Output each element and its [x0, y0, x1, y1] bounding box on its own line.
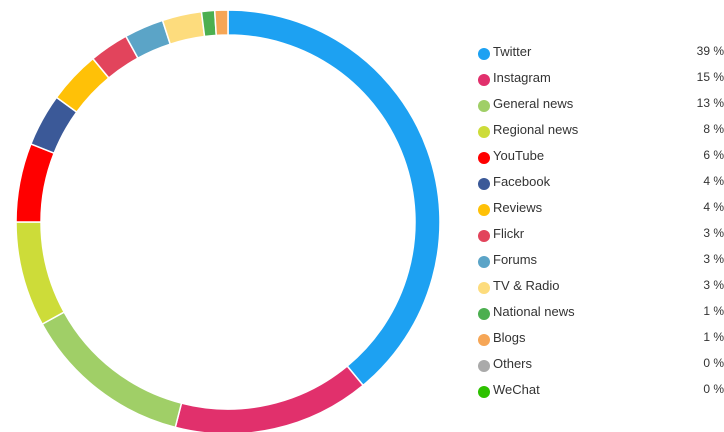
legend-value-forums: 3 % [703, 252, 724, 266]
legend-item-others[interactable]: Others 0 % [478, 355, 724, 381]
legend-item-general-news[interactable]: General news 13 % [478, 95, 724, 121]
donut-slice-regional-news[interactable] [15, 221, 66, 326]
legend-marker-national-news [478, 308, 490, 320]
legend-value-blogs: 1 % [703, 330, 724, 344]
legend-value-general-news: 13 % [696, 96, 724, 110]
legend-item-facebook[interactable]: Facebook 4 % [478, 173, 724, 199]
legend-item-forums[interactable]: Forums 3 % [478, 251, 724, 277]
legend-label-reviews: Reviews [493, 200, 543, 215]
donut-slice-blogs[interactable] [213, 9, 229, 37]
legend-value-facebook: 4 % [703, 174, 724, 188]
legend-label-general-news: General news [493, 96, 574, 111]
legend-label-others: Others [493, 356, 533, 371]
donut-slice-general-news[interactable] [41, 311, 183, 429]
legend-item-instagram[interactable]: Instagram 15 % [478, 69, 724, 95]
legend-marker-blogs [478, 334, 490, 346]
legend-marker-reviews [478, 204, 490, 216]
legend-marker-tv-and-radio [478, 282, 490, 294]
legend-item-regional-news[interactable]: Regional news 8 % [478, 121, 724, 147]
legend-item-blogs[interactable]: Blogs 1 % [478, 329, 724, 355]
legend-value-twitter: 39 % [696, 44, 724, 58]
legend-label-wechat: WeChat [493, 382, 540, 397]
donut-slice-youtube[interactable] [15, 142, 56, 223]
legend-marker-flickr [478, 230, 490, 242]
legend-value-reviews: 4 % [703, 200, 724, 214]
legend-value-wechat: 0 % [703, 382, 724, 396]
legend-item-flickr[interactable]: Flickr 3 % [478, 225, 724, 251]
legend-marker-youtube [478, 152, 490, 164]
legend-value-youtube: 6 % [703, 148, 724, 162]
legend-label-forums: Forums [493, 252, 538, 267]
legend-item-twitter[interactable]: Twitter 39 % [478, 43, 724, 69]
legend-item-tv-and-radio[interactable]: TV & Radio 3 % [478, 277, 724, 303]
legend-value-tv-and-radio: 3 % [703, 278, 724, 292]
legend-label-national-news: National news [493, 304, 575, 319]
legend-marker-twitter [478, 48, 490, 60]
legend-label-regional-news: Regional news [493, 122, 579, 137]
legend-item-wechat[interactable]: WeChat 0 % [478, 381, 724, 407]
legend-value-flickr: 3 % [703, 226, 724, 240]
legend-label-tv-and-radio: TV & Radio [493, 278, 560, 293]
legend-marker-wechat [478, 386, 490, 398]
legend-value-national-news: 1 % [703, 304, 724, 318]
legend-label-youtube: YouTube [493, 148, 545, 163]
legend-label-flickr: Flickr [493, 226, 525, 241]
donut-slice-twitter[interactable] [227, 9, 441, 387]
legend-item-reviews[interactable]: Reviews 4 % [478, 199, 724, 225]
legend-value-regional-news: 8 % [703, 122, 724, 136]
legend-value-instagram: 15 % [696, 70, 724, 84]
legend-marker-regional-news [478, 126, 490, 138]
legend-marker-facebook [478, 178, 490, 190]
legend-marker-instagram [478, 74, 490, 86]
legend-item-national-news[interactable]: National news 1 % [478, 303, 724, 329]
donut-slice-instagram[interactable] [174, 365, 365, 432]
donut-slice-national-news[interactable] [200, 9, 218, 38]
legend-item-youtube[interactable]: YouTube 6 % [478, 147, 724, 173]
legend-marker-others [478, 360, 490, 372]
legend-label-blogs: Blogs [493, 330, 526, 345]
legend-label-instagram: Instagram [493, 70, 551, 85]
legend-value-others: 0 % [703, 356, 724, 370]
legend-marker-general-news [478, 100, 490, 112]
chart-legend: Twitter 39 % Instagram 15 % General news 13 %… [478, 43, 724, 407]
donut-slice-tv-and-radio[interactable] [161, 10, 206, 46]
legend-label-twitter: Twitter [493, 44, 532, 59]
legend-label-facebook: Facebook [493, 174, 551, 189]
legend-marker-forums [478, 256, 490, 268]
